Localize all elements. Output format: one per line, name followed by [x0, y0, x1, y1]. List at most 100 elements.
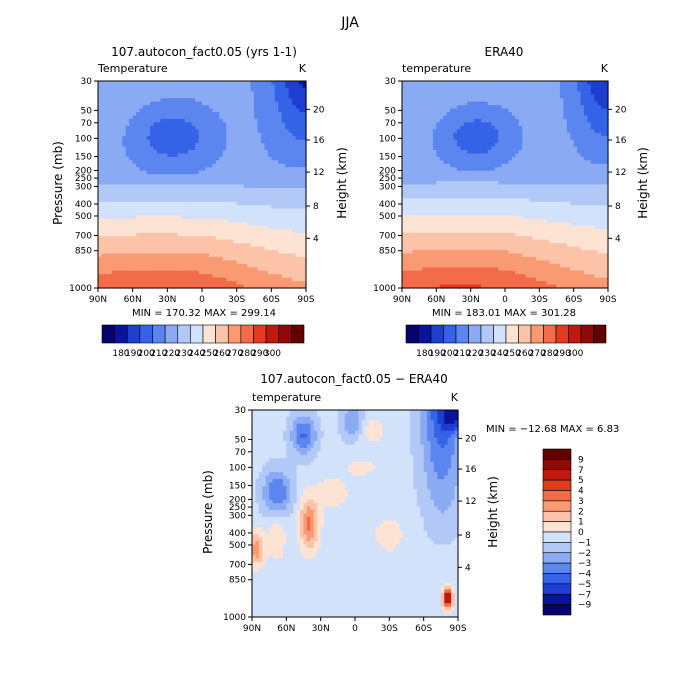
heatmap-cell	[111, 105, 116, 110]
heatmap-cell	[288, 232, 293, 237]
heatmap-cell	[167, 150, 172, 155]
heatmap-cell	[271, 94, 276, 99]
colorbar-label: 200	[138, 349, 155, 359]
heatmap-cell	[299, 156, 304, 161]
heatmap-cell	[281, 219, 286, 224]
heatmap-cell	[529, 153, 534, 158]
heatmap-cell	[104, 270, 109, 275]
heatmap-cell	[229, 87, 234, 92]
heatmap-cell	[604, 136, 609, 141]
heatmap-cell	[129, 256, 134, 261]
heatmap-cell	[422, 112, 427, 117]
y-tick-label: 400	[75, 200, 92, 210]
heatmap-cell	[101, 153, 106, 158]
heatmap-cell	[257, 115, 262, 120]
heatmap-cell	[250, 284, 255, 289]
heatmap-cell	[570, 94, 575, 99]
heatmap-cell	[215, 229, 220, 234]
heatmap-cell	[240, 222, 245, 227]
heatmap-cell	[487, 125, 492, 130]
heatmap-cell	[302, 225, 307, 230]
heatmap-cell	[515, 84, 520, 89]
heatmap-cell	[184, 170, 189, 175]
heatmap-cell	[453, 112, 458, 117]
heatmap-cell	[101, 156, 106, 161]
heatmap-cell	[267, 146, 272, 151]
heatmap-cell	[163, 270, 168, 275]
heatmap-cell	[125, 205, 130, 210]
heatmap-cell	[146, 139, 151, 144]
heatmap-cell	[264, 270, 269, 275]
heatmap-cell	[156, 246, 161, 251]
heatmap-cell	[184, 143, 189, 148]
heatmap-cell	[98, 177, 103, 182]
heatmap-cell	[267, 219, 272, 224]
heatmap-cell	[604, 98, 609, 103]
heatmap-cell	[139, 174, 144, 179]
heatmap-cell	[292, 225, 297, 230]
heatmap-cell	[281, 125, 286, 130]
heatmap-cell	[111, 167, 116, 172]
heatmap-cell	[257, 267, 262, 272]
heatmap-cell	[254, 108, 259, 113]
heatmap-cell	[236, 191, 241, 196]
heatmap-cell	[250, 112, 255, 117]
heatmap-cell	[257, 112, 262, 117]
heatmap-cell	[240, 212, 245, 217]
heatmap-cell	[412, 122, 417, 127]
heatmap-cell	[267, 98, 272, 103]
heatmap-cell	[570, 139, 575, 144]
heatmap-cell	[118, 174, 123, 179]
heatmap-cell	[254, 184, 259, 189]
heatmap-cell	[432, 115, 437, 120]
heatmap-cell	[491, 94, 496, 99]
heatmap-cell	[219, 274, 224, 279]
heatmap-cell	[160, 177, 165, 182]
colorbar-label: 300	[264, 349, 281, 359]
heatmap-cell	[535, 139, 540, 144]
heatmap-cell	[118, 215, 123, 220]
heatmap-cell	[525, 150, 530, 155]
heatmap-cell	[163, 215, 168, 220]
heatmap-cell	[267, 139, 272, 144]
heatmap-cell	[129, 101, 134, 106]
heatmap-cell	[115, 256, 120, 261]
heatmap-cell	[219, 94, 224, 99]
heatmap-cell	[143, 94, 148, 99]
heatmap-cell	[184, 284, 189, 289]
heatmap-cell	[580, 112, 585, 117]
heatmap-cell	[408, 115, 413, 120]
heatmap-cell	[143, 277, 148, 282]
heatmap-cell	[274, 219, 279, 224]
heatmap-cell	[453, 146, 458, 151]
heatmap-cell	[267, 194, 272, 199]
heatmap-cell	[243, 150, 248, 155]
heatmap-cell	[529, 146, 534, 151]
heatmap-cell	[247, 87, 252, 92]
heatmap-cell	[229, 112, 234, 117]
heatmap-cell	[491, 108, 496, 113]
heatmap-cell	[205, 212, 210, 217]
heatmap-cell	[456, 112, 461, 117]
heatmap-cell	[184, 181, 189, 186]
heatmap-cell	[198, 212, 203, 217]
heatmap-cell	[167, 256, 172, 261]
heatmap-cell	[247, 212, 252, 217]
heatmap-cell	[160, 136, 165, 141]
heatmap-cell	[274, 146, 279, 151]
heatmap-cell	[546, 146, 551, 151]
heatmap-cell	[518, 136, 523, 141]
heatmap-cell	[198, 177, 203, 182]
heatmap-cell	[229, 270, 234, 275]
heatmap-cell	[184, 225, 189, 230]
heatmap-cell	[125, 267, 130, 272]
heatmap-cell	[257, 184, 262, 189]
heatmap-cell	[487, 122, 492, 127]
heatmap-cell	[247, 198, 252, 203]
heatmap-cell	[195, 112, 200, 117]
heatmap-cell	[456, 125, 461, 130]
heatmap-cell	[139, 125, 144, 130]
heatmap-cell	[150, 94, 155, 99]
heatmap-cell	[535, 153, 540, 158]
heatmap-cell	[295, 208, 300, 213]
